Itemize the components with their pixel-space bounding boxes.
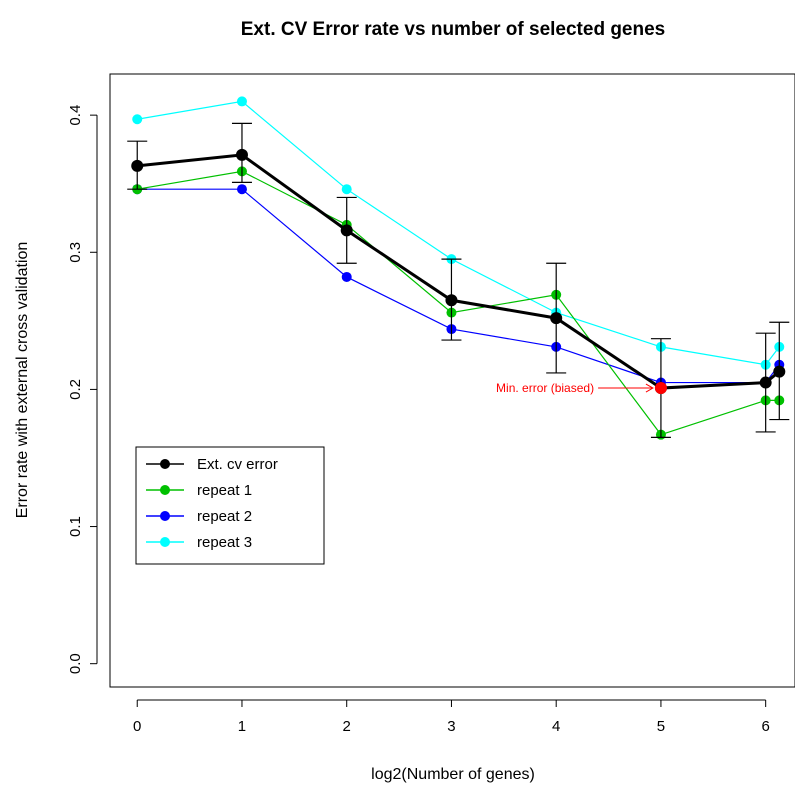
y-tick-label: 0.4 <box>67 105 84 126</box>
y-tick-label: 0.2 <box>67 379 84 400</box>
x-tick-label: 0 <box>133 718 141 735</box>
x-axis: 0 1 2 3 4 5 6 <box>133 699 770 735</box>
legend-label-repeat-3: repeat 3 <box>197 534 252 551</box>
annotation-arrowhead <box>645 383 654 393</box>
y-axis-label: Error rate with external cross validatio… <box>14 242 31 519</box>
x-tick-label: 3 <box>447 718 455 735</box>
series-line-ext-cv-error <box>137 153 781 390</box>
legend-marker-repeat-2 <box>160 511 170 521</box>
legend-marker-ext-cv-error <box>160 459 170 469</box>
data-point-ext-cv-error <box>131 159 144 172</box>
data-point-ext-cv-error <box>445 294 458 307</box>
data-point-ext-cv-error <box>773 365 786 378</box>
data-point-repeat-2 <box>236 184 247 195</box>
data-point-repeat-3 <box>236 96 247 107</box>
annotation-label: Min. error (biased) <box>496 381 594 395</box>
y-tick-label: 0.3 <box>67 242 84 263</box>
legend-marker-repeat-1 <box>160 485 170 495</box>
min-error-point <box>654 382 667 395</box>
x-axis-label: log2(Number of genes) <box>371 766 535 783</box>
legend: Ext. cv error repeat 1 repeat 2 repeat 3 <box>135 446 325 565</box>
series-layer <box>127 96 790 440</box>
data-point-repeat-3 <box>132 114 143 125</box>
x-tick-label: 1 <box>238 718 246 735</box>
x-tick-label: 4 <box>552 718 560 735</box>
legend-label-repeat-2: repeat 2 <box>197 508 252 525</box>
data-point-ext-cv-error <box>340 224 353 237</box>
series-line-repeat-3 <box>137 100 780 366</box>
legend-marker-repeat-3 <box>160 537 170 547</box>
x-tick-label: 6 <box>762 718 770 735</box>
data-point-ext-cv-error <box>550 312 563 325</box>
plot-area-frame <box>109 73 795 688</box>
annotation: Min. error (biased) <box>496 381 654 395</box>
chart-title: Ext. CV Error rate vs number of selected… <box>241 19 666 40</box>
series-line-repeat-2 <box>137 188 780 384</box>
data-point-ext-cv-error <box>235 148 248 161</box>
data-point-repeat-2 <box>341 271 352 282</box>
series-line-repeat-1 <box>137 170 780 436</box>
x-tick-label: 2 <box>343 718 351 735</box>
legend-label-repeat-1: repeat 1 <box>197 482 252 499</box>
y-tick-label: 0.0 <box>67 653 84 674</box>
y-tick-label: 0.1 <box>67 516 84 537</box>
data-point-repeat-3 <box>341 184 352 195</box>
legend-label-ext-cv-error: Ext. cv error <box>197 456 278 473</box>
x-tick-label: 5 <box>657 718 665 735</box>
data-point-ext-cv-error <box>759 376 772 389</box>
y-axis: 0.0 0.1 0.2 0.3 0.4 <box>67 105 98 674</box>
